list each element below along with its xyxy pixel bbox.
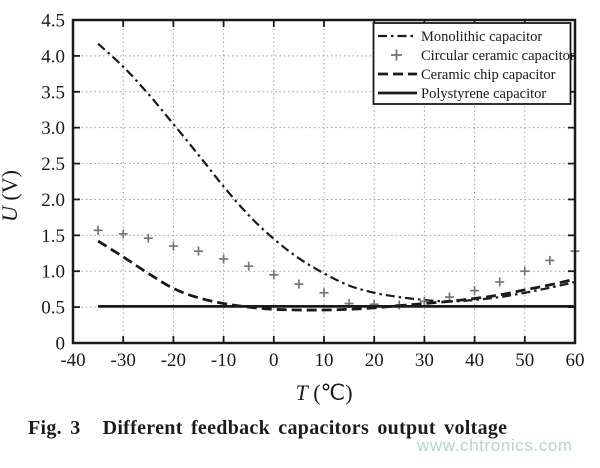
svg-text:3.0: 3.0	[41, 118, 65, 139]
svg-text:20: 20	[365, 350, 384, 371]
svg-text:-30: -30	[111, 350, 136, 371]
legend-label: Monolithic capacitor	[421, 29, 542, 45]
x-tick-labels: -40 -30 -20 -10 0 10 20 30 40 50 60	[60, 350, 584, 371]
series-group	[93, 42, 580, 312]
legend-label: Circular ceramic capacitor	[421, 48, 575, 64]
legend-item-monolithic-capacitor: Monolithic capacitor	[378, 29, 542, 45]
svg-text:4.0: 4.0	[41, 46, 65, 67]
y-axis-label: U (V)	[0, 170, 22, 222]
svg-text:2.5: 2.5	[41, 154, 65, 175]
svg-text:40: 40	[465, 350, 484, 371]
figure-caption-text: Different feedback capacitors output vol…	[102, 417, 508, 439]
svg-text:3.5: 3.5	[41, 82, 65, 103]
svg-text:0.5: 0.5	[41, 298, 65, 319]
svg-text:0: 0	[56, 334, 66, 355]
svg-text:-40: -40	[60, 350, 85, 371]
svg-text:10: 10	[315, 350, 334, 371]
svg-text:30: 30	[415, 350, 434, 371]
figure-number: Fig. 3	[28, 417, 81, 439]
legend-label: Ceramic chip capacitor	[421, 67, 556, 83]
series-monolithic-capacitor-line	[97, 42, 576, 303]
x-axis-label: T (℃)	[295, 380, 352, 405]
capacitor-voltage-chart: -40 -30 -20 -10 0 10 20 30 40 50 60 0 0.5 1.0 1.5 2.0 2.…	[0, 10, 585, 405]
watermark: www.chtronics.com	[417, 436, 573, 455]
svg-text:2.0: 2.0	[41, 190, 65, 211]
svg-text:0: 0	[269, 350, 279, 371]
legend-item-polystyrene-capacitor: Polystyrene capacitor	[378, 86, 546, 102]
legend-item-ceramic-chip-capacitor: Ceramic chip capacitor	[378, 67, 556, 83]
svg-text:1.5: 1.5	[41, 226, 65, 247]
svg-text:4.5: 4.5	[41, 11, 65, 32]
legend: Monolithic capacitor Circular ceramic cap…	[372, 22, 575, 105]
series-ceramic-chip-capacitor-line	[97, 239, 576, 312]
svg-text:60: 60	[566, 350, 585, 371]
figure-caption: Fig. 3 Different feedback capacitors outp…	[28, 417, 507, 440]
legend-item-circular-ceramic-capacitor: Circular ceramic capacitor	[391, 48, 575, 64]
svg-text:-10: -10	[211, 350, 236, 371]
legend-label: Polystyrene capacitor	[421, 86, 546, 102]
svg-text:1.0: 1.0	[41, 262, 65, 283]
svg-text:50: 50	[515, 350, 534, 371]
svg-text:-20: -20	[161, 350, 186, 371]
y-tick-labels: 0 0.5 1.0 1.5 2.0 2.5 3.0 3.5 4.0 4.5	[41, 11, 65, 355]
